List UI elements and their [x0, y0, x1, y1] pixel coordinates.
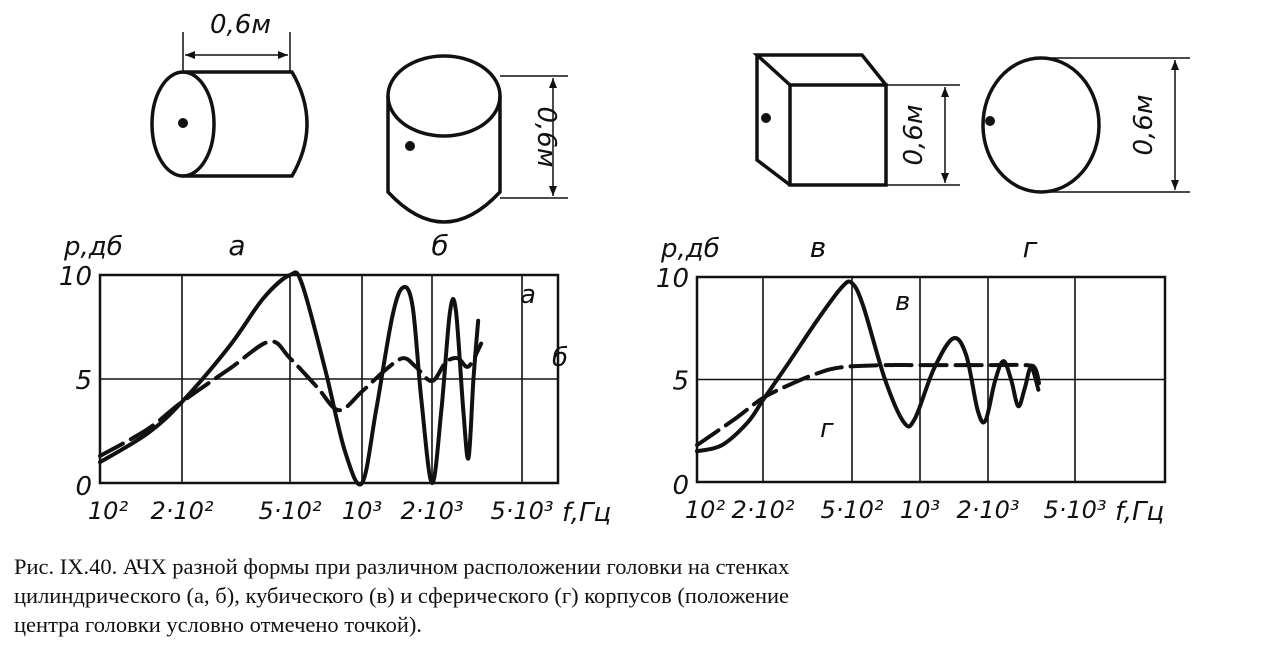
- series-label: г: [820, 414, 834, 444]
- x-tick-label: 5·10²: [258, 497, 321, 525]
- figure: 0,6м 0,6м 0,6м 0,6м 10² 2·10² 5·10² 10³ 2·10…: [59, 10, 1190, 528]
- head-position-dot: [178, 118, 188, 128]
- series-line-solid: [98, 270, 481, 487]
- series-label: в: [895, 287, 910, 317]
- x-tick-label: 10²: [88, 497, 129, 525]
- head-position-dot: [405, 141, 415, 151]
- y-tick-label: 5: [75, 366, 92, 396]
- sphere-drawing: [981, 56, 1190, 194]
- series-label: а: [520, 280, 536, 310]
- x-tick-label: 2·10³: [400, 497, 463, 525]
- dimension-label: 0,6м: [1129, 95, 1159, 156]
- y-tick-label: 0: [75, 472, 92, 502]
- vertical-cylinder-drawing: [386, 54, 568, 224]
- x-tick-label: 5·10³: [490, 497, 553, 525]
- y-axis-label: p,дб: [63, 232, 123, 262]
- series-label: б: [552, 343, 568, 373]
- caption-line: цилиндрического (а, б), кубического (в) …: [14, 583, 790, 608]
- chart-right: 10² 2·10² 5·10² 10³ 2·10³ 5·10³ 0 5 10p,дб f,Гц в г…: [656, 231, 1167, 527]
- caption-line: центра головки условно отмечено точкой).: [14, 612, 422, 637]
- x-tick-label: 10²: [685, 496, 726, 524]
- dimension-label: 0,6м: [899, 105, 929, 166]
- x-tick-label: 10³: [342, 497, 382, 525]
- dimension-label: 0,6м: [210, 10, 271, 40]
- figure-caption: Рис. IX.40. АЧХ разной формы при различн…: [14, 552, 1284, 639]
- x-tick-label: 5·10²: [820, 496, 883, 524]
- y-axis-label: p,дб: [660, 234, 720, 264]
- caption-line: Рис. IX.40. АЧХ разной формы при различн…: [14, 554, 790, 579]
- series-line-dashed: [695, 362, 1042, 448]
- horizontal-cylinder-drawing: [150, 32, 309, 178]
- chart-left: 10² 2·10² 5·10² 10³ 2·10³ 5·10³ 0 5 10p,дб f,Гц а б…: [59, 229, 611, 528]
- panel-label: б: [431, 229, 448, 262]
- x-tick-label: 2·10²: [731, 496, 794, 524]
- panel-label: г: [1023, 231, 1038, 264]
- y-tick-label: 5: [672, 367, 689, 397]
- cube-drawing: [752, 53, 960, 187]
- dimension-label: 0,6м: [531, 107, 561, 168]
- y-tick-label: 0: [672, 471, 689, 501]
- y-tick-label: 10: [59, 262, 92, 292]
- y-tick-label: 10: [656, 264, 689, 294]
- head-position-dot: [985, 116, 995, 126]
- x-axis-label: f,Гц: [1115, 497, 1164, 527]
- panel-label: в: [810, 231, 827, 264]
- head-position-dot: [761, 113, 771, 123]
- x-tick-label: 2·10³: [956, 496, 1019, 524]
- x-tick-label: 5·10³: [1043, 496, 1106, 524]
- panel-label: а: [228, 229, 245, 262]
- series-line-dashed: [98, 339, 484, 458]
- x-tick-label: 2·10²: [150, 497, 213, 525]
- x-tick-label: 10³: [900, 496, 940, 524]
- series-line-solid: [695, 279, 1041, 454]
- x-axis-label: f,Гц: [562, 498, 611, 528]
